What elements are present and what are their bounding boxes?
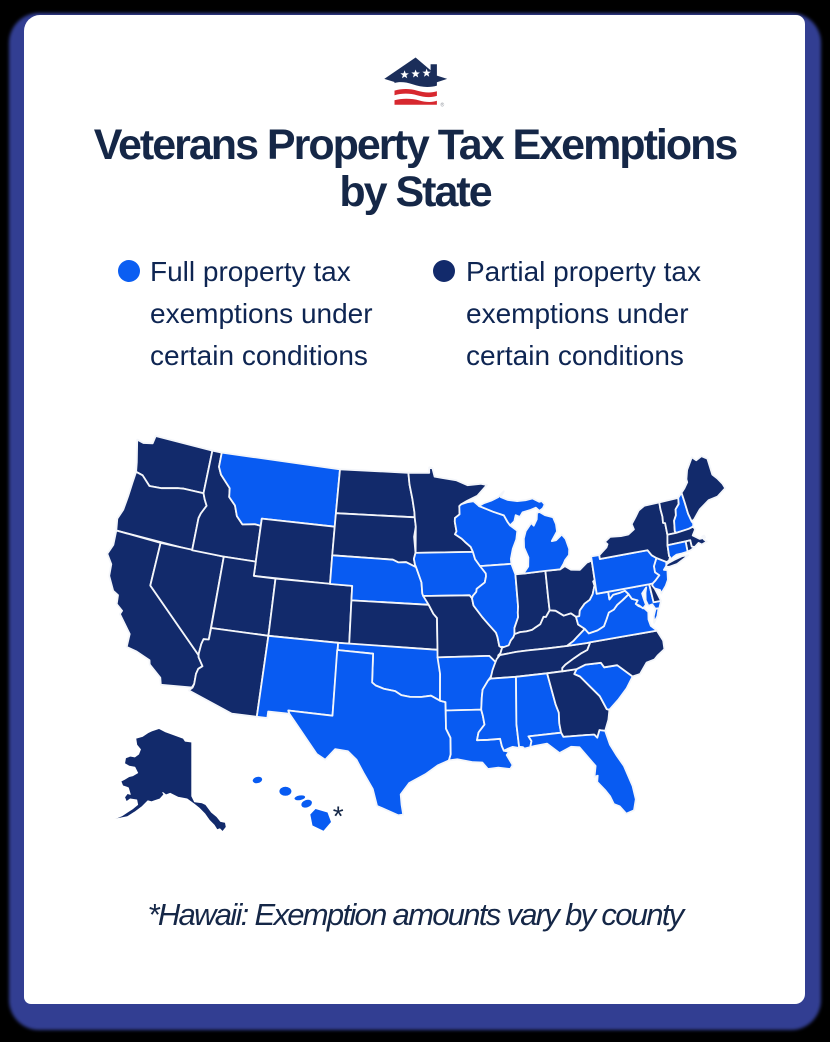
svg-text:®: ® <box>441 102 445 108</box>
svg-text:*: * <box>333 801 344 832</box>
